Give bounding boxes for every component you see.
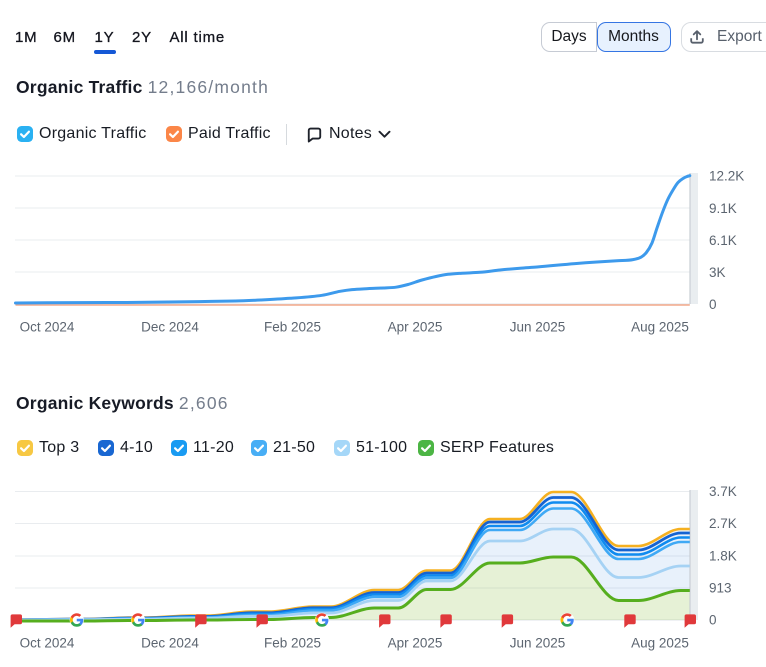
svg-text:1.8K: 1.8K [709, 549, 737, 564]
svg-text:913: 913 [709, 581, 732, 596]
svg-text:Aug 2025: Aug 2025 [631, 320, 689, 335]
svg-text:Feb 2025: Feb 2025 [264, 636, 321, 651]
svg-text:Feb 2025: Feb 2025 [264, 320, 321, 335]
svg-text:3K: 3K [709, 265, 726, 280]
svg-text:Dec 2024: Dec 2024 [141, 320, 199, 335]
svg-text:3.7K: 3.7K [709, 484, 737, 499]
svg-text:2.7K: 2.7K [709, 516, 737, 531]
svg-text:Apr 2025: Apr 2025 [388, 320, 443, 335]
svg-text:0: 0 [709, 297, 717, 312]
svg-text:Jun 2025: Jun 2025 [510, 320, 566, 335]
svg-text:Oct 2024: Oct 2024 [20, 636, 75, 651]
svg-text:Aug 2025: Aug 2025 [631, 636, 689, 651]
svg-text:0: 0 [709, 613, 717, 628]
svg-text:Dec 2024: Dec 2024 [141, 636, 199, 651]
svg-text:12.2K: 12.2K [709, 169, 744, 184]
svg-text:Jun 2025: Jun 2025 [510, 636, 566, 651]
svg-text:Oct 2024: Oct 2024 [20, 320, 75, 335]
svg-text:6.1K: 6.1K [709, 233, 737, 248]
svg-text:Apr 2025: Apr 2025 [388, 636, 443, 651]
svg-text:9.1K: 9.1K [709, 201, 737, 216]
